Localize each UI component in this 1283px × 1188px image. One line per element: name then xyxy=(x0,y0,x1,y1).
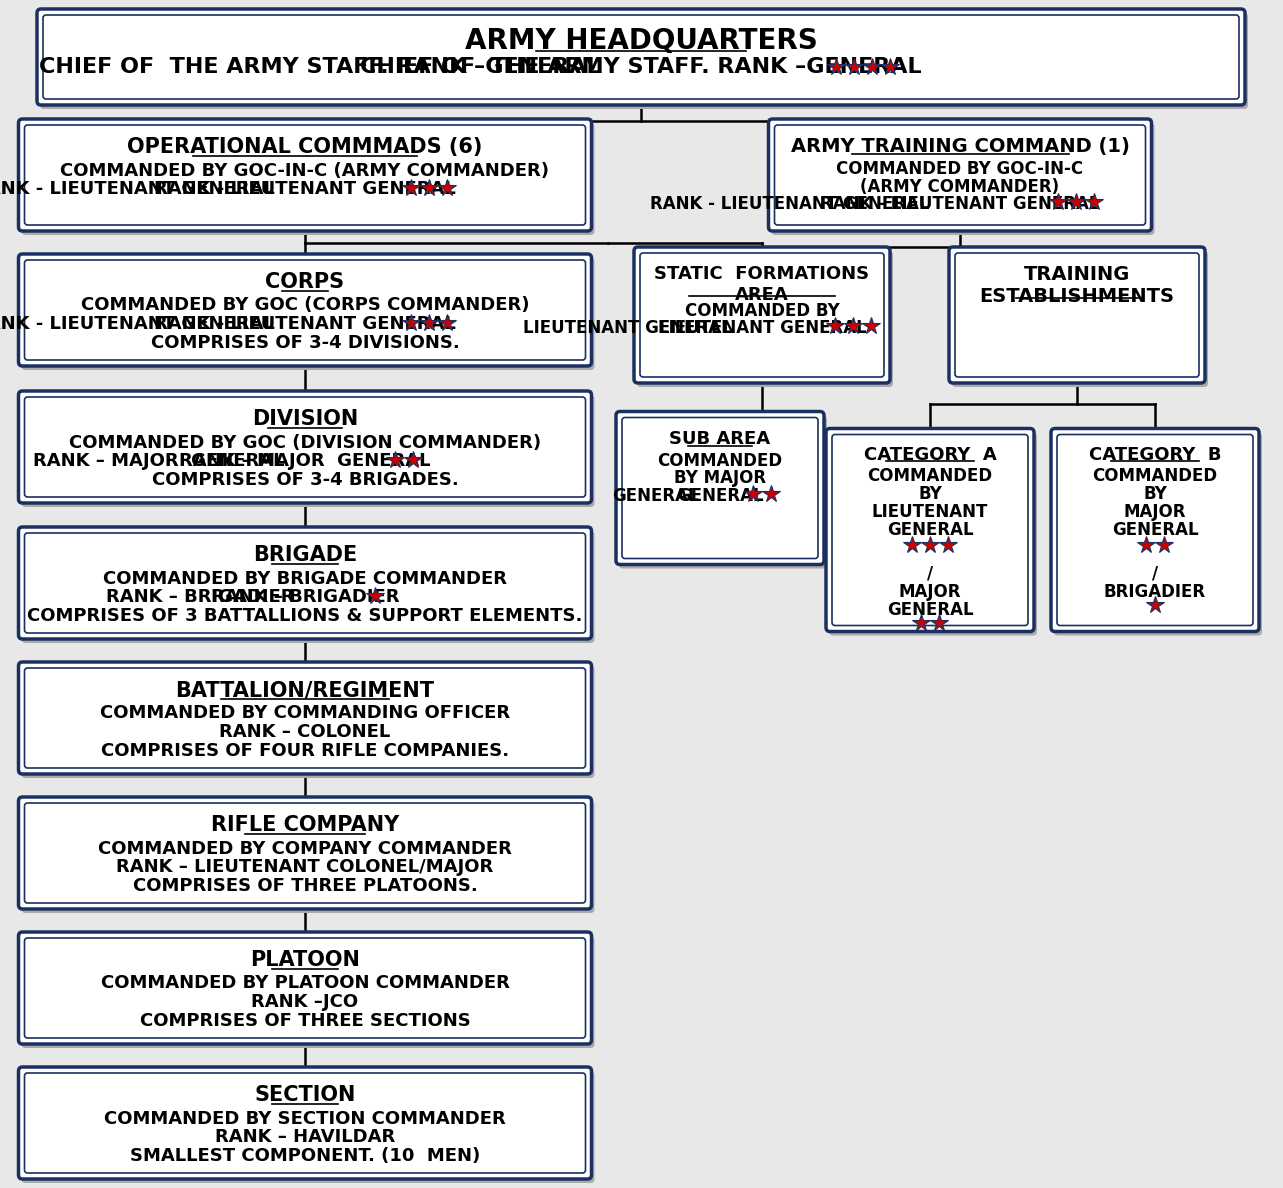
Text: STATIC  FORMATIONS
AREA: STATIC FORMATIONS AREA xyxy=(654,265,870,304)
Text: COMMANDED BY BRIGADE COMMANDER: COMMANDED BY BRIGADE COMMANDER xyxy=(103,569,507,588)
FancyBboxPatch shape xyxy=(18,527,591,639)
Text: PLATOON: PLATOON xyxy=(250,950,361,969)
Text: GENERAL: GENERAL xyxy=(676,487,763,505)
Text: DIVISION: DIVISION xyxy=(251,409,358,429)
FancyBboxPatch shape xyxy=(22,801,594,914)
Text: TRAINING
ESTABLISHMENTS: TRAINING ESTABLISHMENTS xyxy=(979,265,1174,307)
Text: LIEUTENANT: LIEUTENANT xyxy=(872,503,988,520)
Text: COMMANDED: COMMANDED xyxy=(1092,467,1218,485)
Text: RANK - LIEUTENANT GENERAL: RANK - LIEUTENANT GENERAL xyxy=(650,195,929,213)
FancyBboxPatch shape xyxy=(949,247,1205,383)
Text: RANK – HAVILDAR: RANK – HAVILDAR xyxy=(214,1129,395,1146)
Text: COMPRISES OF THREE PLATOONS.: COMPRISES OF THREE PLATOONS. xyxy=(132,877,477,896)
FancyBboxPatch shape xyxy=(18,119,591,230)
Text: LIEUTENANT GENERAL: LIEUTENANT GENERAL xyxy=(658,320,866,337)
Text: RANK – BRIGADIER: RANK – BRIGADIER xyxy=(105,588,294,606)
Text: SUB AREA: SUB AREA xyxy=(670,430,771,448)
Text: COMMANDED BY GOC-IN-C: COMMANDED BY GOC-IN-C xyxy=(837,160,1084,178)
Text: CHIEF OF  THE ARMY STAFF. RANK –GENERAL: CHIEF OF THE ARMY STAFF. RANK –GENERAL xyxy=(38,57,600,77)
Text: SECTION: SECTION xyxy=(254,1085,355,1105)
FancyBboxPatch shape xyxy=(22,124,594,235)
Text: BY MAJOR: BY MAJOR xyxy=(674,469,766,487)
Text: RIFLE COMPANY: RIFLE COMPANY xyxy=(210,815,399,835)
Text: COMMANDED BY: COMMANDED BY xyxy=(685,302,839,320)
Text: COMMANDED: COMMANDED xyxy=(657,451,783,469)
FancyBboxPatch shape xyxy=(634,247,890,383)
Text: RANK –JCO: RANK –JCO xyxy=(251,993,358,1011)
Text: CORPS: CORPS xyxy=(266,272,345,292)
Text: GENERAL: GENERAL xyxy=(612,487,699,505)
FancyBboxPatch shape xyxy=(1055,432,1262,636)
Text: CATEGORY  B: CATEGORY B xyxy=(1089,447,1221,465)
Text: LIEUTENANT GENERAL: LIEUTENANT GENERAL xyxy=(522,320,731,337)
FancyBboxPatch shape xyxy=(952,251,1209,387)
Text: COMPRISES OF 3-4 DIVISIONS.: COMPRISES OF 3-4 DIVISIONS. xyxy=(150,334,459,352)
FancyBboxPatch shape xyxy=(22,531,594,643)
Text: OPERATIONAL COMMMADS (6): OPERATIONAL COMMMADS (6) xyxy=(127,137,482,157)
FancyBboxPatch shape xyxy=(18,797,591,909)
FancyBboxPatch shape xyxy=(829,432,1037,636)
Text: COMPRISES OF 3 BATTALLIONS & SUPPORT ELEMENTS.: COMPRISES OF 3 BATTALLIONS & SUPPORT ELE… xyxy=(27,607,582,625)
FancyBboxPatch shape xyxy=(18,933,591,1044)
Text: RANK – MAJOR  GENERAL: RANK – MAJOR GENERAL xyxy=(32,453,285,470)
Text: GENERAL: GENERAL xyxy=(887,520,974,539)
FancyBboxPatch shape xyxy=(618,416,828,569)
Text: CHIEF OF  THE ARMY STAFF. RANK –GENERAL: CHIEF OF THE ARMY STAFF. RANK –GENERAL xyxy=(361,57,921,77)
Text: /: / xyxy=(926,564,933,583)
Text: COMPRISES OF FOUR RIFLE COMPANIES.: COMPRISES OF FOUR RIFLE COMPANIES. xyxy=(101,742,509,760)
Text: RANK – LIEUTENANT COLONEL/MAJOR: RANK – LIEUTENANT COLONEL/MAJOR xyxy=(117,859,494,877)
Text: RANK - LIEUTENANT GENERAL: RANK - LIEUTENANT GENERAL xyxy=(0,315,275,334)
Text: COMMANDED: COMMANDED xyxy=(867,467,993,485)
Text: SMALLEST COMPONENT. (10  MEN): SMALLEST COMPONENT. (10 MEN) xyxy=(130,1148,480,1165)
Text: COMMANDED BY GOC (CORPS COMMANDER): COMMANDED BY GOC (CORPS COMMANDER) xyxy=(81,297,530,315)
FancyBboxPatch shape xyxy=(636,251,893,387)
FancyBboxPatch shape xyxy=(18,662,591,775)
Text: COMMANDED BY GOC-IN-C (ARMY COMMANDER): COMMANDED BY GOC-IN-C (ARMY COMMANDER) xyxy=(60,162,549,179)
Text: RANK – MAJOR  GENERAL: RANK – MAJOR GENERAL xyxy=(180,453,431,470)
Text: COMMANDED BY PLATOON COMMANDER: COMMANDED BY PLATOON COMMANDER xyxy=(100,974,509,992)
FancyBboxPatch shape xyxy=(37,10,1245,105)
Text: BATTALION/REGIMENT: BATTALION/REGIMENT xyxy=(176,680,435,700)
FancyBboxPatch shape xyxy=(40,13,1248,109)
Text: MAJOR: MAJOR xyxy=(1124,503,1187,520)
FancyBboxPatch shape xyxy=(769,119,1152,230)
Text: ARMY HEADQUARTERS: ARMY HEADQUARTERS xyxy=(464,27,817,55)
Text: COMPRISES OF THREE SECTIONS: COMPRISES OF THREE SECTIONS xyxy=(140,1012,471,1030)
Text: COMMANDED BY GOC (DIVISION COMMANDER): COMMANDED BY GOC (DIVISION COMMANDER) xyxy=(69,434,541,451)
FancyBboxPatch shape xyxy=(18,254,591,366)
Text: /: / xyxy=(1152,564,1159,583)
Text: GENERAL: GENERAL xyxy=(887,601,974,619)
FancyBboxPatch shape xyxy=(22,394,594,507)
FancyBboxPatch shape xyxy=(1051,429,1259,632)
FancyBboxPatch shape xyxy=(18,391,591,503)
Text: COMMANDED BY SECTION COMMANDER: COMMANDED BY SECTION COMMANDER xyxy=(104,1110,506,1127)
FancyBboxPatch shape xyxy=(771,124,1155,235)
Text: RANK - LIEUTENANT GENERAL: RANK - LIEUTENANT GENERAL xyxy=(154,181,455,198)
Text: RANK – COLONEL: RANK – COLONEL xyxy=(219,723,390,741)
Text: GENERAL: GENERAL xyxy=(1111,520,1198,539)
FancyBboxPatch shape xyxy=(22,258,594,369)
FancyBboxPatch shape xyxy=(22,1072,594,1183)
Text: RANK - LIEUTENANT GENERAL: RANK - LIEUTENANT GENERAL xyxy=(0,181,275,198)
Text: CATEGORY  A: CATEGORY A xyxy=(863,447,997,465)
FancyBboxPatch shape xyxy=(826,429,1034,632)
Text: ARMY TRAINING COMMAND (1): ARMY TRAINING COMMAND (1) xyxy=(790,137,1129,156)
Text: RANK – BRIGADIER: RANK – BRIGADIER xyxy=(210,588,399,606)
Text: RANK - LIEUTENANT GENERAL: RANK - LIEUTENANT GENERAL xyxy=(820,195,1100,213)
FancyBboxPatch shape xyxy=(22,936,594,1048)
Text: COMMANDED BY COMMANDING OFFICER: COMMANDED BY COMMANDING OFFICER xyxy=(100,704,511,722)
Text: RANK - LIEUTENANT GENERAL: RANK - LIEUTENANT GENERAL xyxy=(154,315,455,334)
Text: MAJOR: MAJOR xyxy=(899,583,961,601)
Text: BY: BY xyxy=(919,485,942,503)
Text: (ARMY COMMANDER): (ARMY COMMANDER) xyxy=(861,178,1060,196)
Text: BRIGADE: BRIGADE xyxy=(253,545,357,565)
FancyBboxPatch shape xyxy=(18,1067,591,1178)
Text: BY: BY xyxy=(1143,485,1168,503)
Text: COMMANDED BY COMPANY COMMANDER: COMMANDED BY COMPANY COMMANDER xyxy=(98,840,512,858)
Text: BRIGADIER: BRIGADIER xyxy=(1103,583,1206,601)
Text: COMPRISES OF 3-4 BRIGADES.: COMPRISES OF 3-4 BRIGADES. xyxy=(151,472,458,489)
FancyBboxPatch shape xyxy=(22,666,594,778)
FancyBboxPatch shape xyxy=(616,411,824,564)
